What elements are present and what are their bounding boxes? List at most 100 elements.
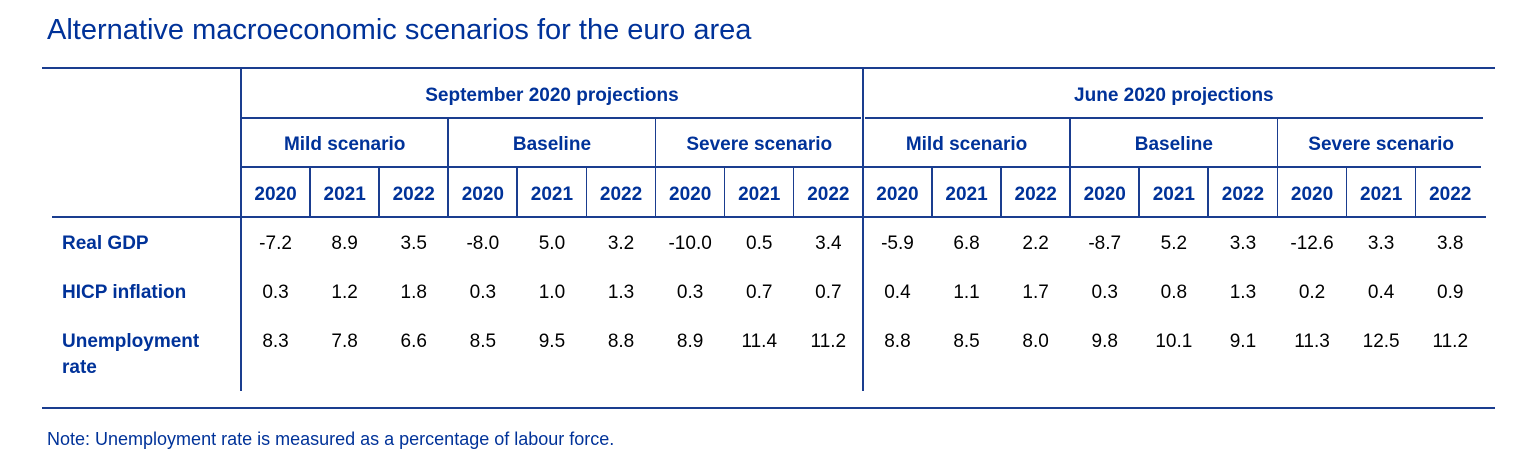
year-divider <box>1138 167 1140 216</box>
year-header: 2022 <box>807 184 850 205</box>
group-header-rule <box>241 117 861 119</box>
data-cell: 3.8 <box>1437 233 1464 254</box>
year-divider <box>931 167 933 216</box>
data-cell: 3.3 <box>1229 233 1257 254</box>
data-cell: 9.5 <box>538 331 566 352</box>
data-cell: 0.4 <box>884 282 911 303</box>
data-cell: 0.9 <box>1437 282 1464 303</box>
data-cell: 0.7 <box>746 282 773 303</box>
data-cell: 9.8 <box>1091 331 1118 352</box>
data-cell: 8.8 <box>607 331 635 352</box>
year-header: 2020 <box>1290 184 1334 205</box>
year-divider <box>1000 167 1002 216</box>
year-header: 2022 <box>1429 184 1472 205</box>
data-cell: 8.5 <box>469 331 497 352</box>
scenario-header-rule <box>241 166 1481 168</box>
data-cell: 8.0 <box>1022 331 1049 352</box>
year-header: 2021 <box>1360 184 1403 205</box>
year-divider <box>723 167 726 216</box>
data-cell: 5.2 <box>1160 233 1188 254</box>
year-divider <box>1276 167 1278 216</box>
row-label-divider <box>240 69 242 391</box>
year-divider <box>654 167 657 216</box>
group-divider <box>862 69 864 391</box>
data-cell: 5.0 <box>538 233 566 254</box>
projection-group-header: September 2020 projections <box>425 85 679 106</box>
data-cell: 9.1 <box>1229 331 1257 352</box>
year-header: 2020 <box>669 184 712 205</box>
data-cell: -12.6 <box>1290 233 1334 254</box>
data-cell: 6.8 <box>953 233 980 254</box>
footnote: Note: Unemployment rate is measured as a… <box>47 429 615 449</box>
data-cell: 8.9 <box>331 233 358 254</box>
data-cell: 3.5 <box>400 233 427 254</box>
data-cell: 1.2 <box>331 282 358 303</box>
scenario-header: Mild scenario <box>283 134 406 155</box>
data-cell: 0.5 <box>746 233 773 254</box>
data-cell: 3.3 <box>1367 233 1395 254</box>
data-cell: 3.2 <box>607 233 635 254</box>
year-divider <box>447 167 449 216</box>
year-divider <box>1414 167 1417 216</box>
data-cell: 1.8 <box>400 282 427 303</box>
year-header: 2022 <box>1014 184 1057 205</box>
group-header-rule <box>864 117 1483 119</box>
data-cell: 8.8 <box>884 331 911 352</box>
year-header: 2021 <box>530 184 574 205</box>
year-divider <box>1207 167 1209 216</box>
data-cell: 1.3 <box>607 282 635 303</box>
year-header: 2022 <box>392 184 435 205</box>
year-divider <box>378 167 380 216</box>
data-cell: 0.2 <box>1298 282 1326 303</box>
scenario-header: Severe scenario <box>1308 134 1455 155</box>
data-cell: -7.2 <box>259 233 292 254</box>
year-header: 2021 <box>323 184 366 205</box>
data-cell: 11.2 <box>1432 331 1469 352</box>
year-header: 2020 <box>876 184 919 205</box>
year-header: 2021 <box>1152 184 1195 205</box>
data-cell: -5.9 <box>881 233 914 254</box>
data-cell: 7.8 <box>331 331 358 352</box>
year-header: 2022 <box>1221 184 1265 205</box>
data-cell: 2.2 <box>1022 233 1049 254</box>
data-cell: 11.4 <box>741 331 778 352</box>
data-cell: 3.4 <box>815 233 842 254</box>
projection-group-header: June 2020 projections <box>1074 85 1274 106</box>
data-cell: 8.5 <box>953 331 980 352</box>
year-header: 2020 <box>254 184 297 205</box>
year-header: 2020 <box>1083 184 1126 205</box>
data-cell: 8.9 <box>676 331 704 352</box>
data-cell: 0.3 <box>469 282 497 303</box>
bottom-rule <box>42 407 1495 409</box>
year-divider <box>516 167 518 216</box>
scenario-divider <box>447 118 449 166</box>
row-label: Real GDP <box>62 233 149 254</box>
year-header: 2022 <box>599 184 643 205</box>
data-cell: -8.7 <box>1088 233 1122 254</box>
data-cell: 8.3 <box>262 331 289 352</box>
data-cell: 0.3 <box>676 282 704 303</box>
data-cell: 11.2 <box>810 331 847 352</box>
data-cell: 1.1 <box>953 282 980 303</box>
year-header: 2020 <box>461 184 504 205</box>
scenario-header: Baseline <box>512 134 592 155</box>
year-divider <box>792 167 795 216</box>
header-rule <box>52 216 1486 218</box>
scenario-header: Mild scenario <box>905 134 1028 155</box>
data-cell: 6.6 <box>400 331 427 352</box>
data-cell: 0.3 <box>262 282 289 303</box>
scenario-header: Baseline <box>1134 134 1213 155</box>
data-cell: 0.3 <box>1091 282 1118 303</box>
data-cell: 1.7 <box>1022 282 1049 303</box>
data-cell: 1.3 <box>1229 282 1257 303</box>
scenario-header: Severe scenario <box>686 134 833 155</box>
scenario-divider <box>654 118 657 166</box>
data-cell: 0.8 <box>1160 282 1188 303</box>
year-divider <box>1069 167 1071 216</box>
data-cell: 0.4 <box>1367 282 1395 303</box>
data-cell: 11.3 <box>1294 331 1330 352</box>
year-header: 2021 <box>945 184 988 205</box>
year-header: 2021 <box>738 184 781 205</box>
scenario-divider <box>1069 118 1071 166</box>
row-label: Unemployment rate <box>62 331 200 378</box>
